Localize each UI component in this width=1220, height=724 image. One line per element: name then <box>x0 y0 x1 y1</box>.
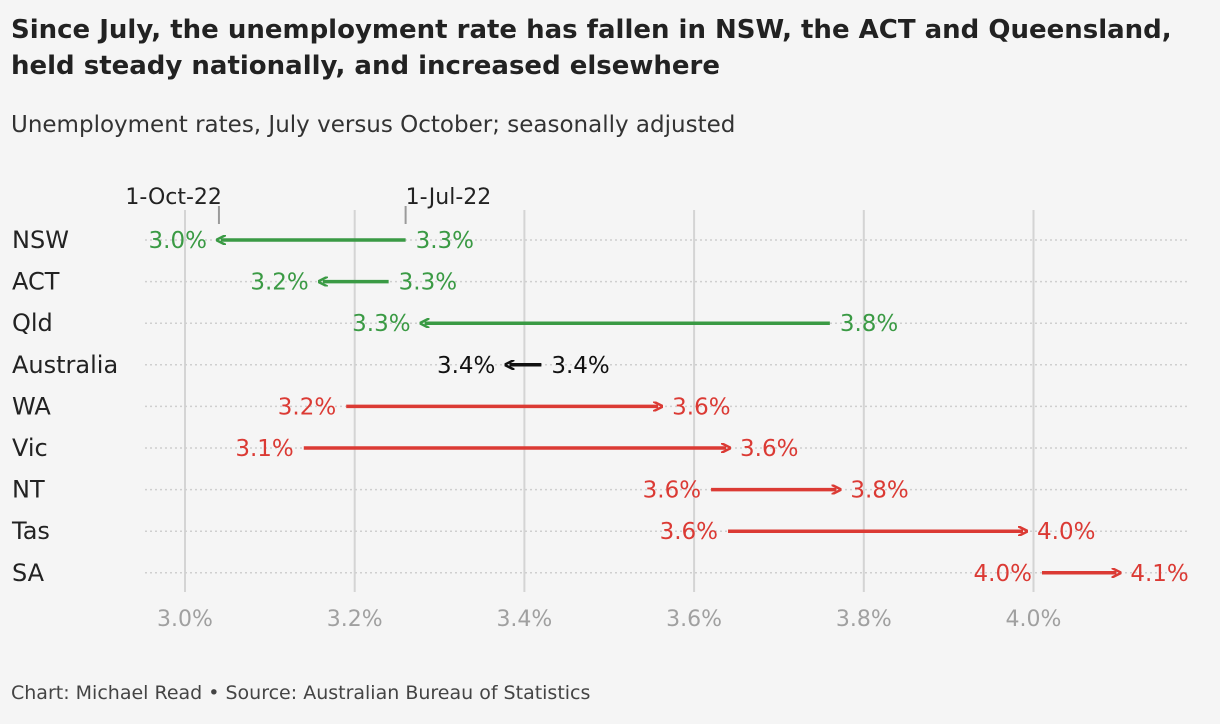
october-value-label: 3.0% <box>149 228 207 254</box>
row-act: ACT 3.3% 3.2% <box>12 268 457 296</box>
region-label: Tas <box>11 517 50 545</box>
row-nsw: NSW 3.3% 3.0% <box>12 226 474 254</box>
x-axis-ticks: 3.0% 3.2% 3.4% 3.6% 3.8% 4.0% <box>157 607 1061 632</box>
july-value-label: 3.6% <box>643 478 701 504</box>
october-value-label: 3.6% <box>672 394 730 420</box>
region-rows: NSW 3.3% 3.0% ACT 3.3% 3.2% Qld 3.8% 3.3% Austral… <box>11 226 1189 587</box>
region-label: Australia <box>12 351 118 379</box>
row-wa: WA 3.2% 3.6% <box>12 392 731 420</box>
october-value-label: 4.1% <box>1130 561 1188 587</box>
x-tick-label: 3.2% <box>327 607 383 632</box>
series-annotations: 1-Oct-22 1-Jul-22 <box>125 185 491 224</box>
october-value-label: 3.4% <box>437 353 495 379</box>
row-qld: Qld 3.8% 3.3% <box>12 309 898 337</box>
october-value-label: 4.0% <box>1037 519 1095 545</box>
july-value-label: 3.6% <box>660 519 718 545</box>
july-value-label: 4.0% <box>974 561 1032 587</box>
region-label: Vic <box>12 434 48 462</box>
october-series-label: 1-Oct-22 <box>125 185 222 210</box>
october-value-label: 3.3% <box>352 311 410 337</box>
october-value-label: 3.8% <box>850 478 908 504</box>
row-tas: Tas 3.6% 4.0% <box>11 517 1095 545</box>
x-tick-label: 4.0% <box>1006 607 1062 632</box>
chart-subtitle: Unemployment rates, July versus October;… <box>11 112 736 138</box>
july-value-label: 3.3% <box>399 270 457 296</box>
region-label: WA <box>12 392 51 420</box>
region-label: NSW <box>12 226 69 254</box>
chart-title: Since July, the unemployment rate has fa… <box>11 15 1172 81</box>
region-label: NT <box>12 476 45 504</box>
october-value-label: 3.2% <box>250 270 308 296</box>
x-tick-label: 3.4% <box>496 607 552 632</box>
july-value-label: 3.1% <box>235 436 293 462</box>
july-value-label: 3.3% <box>416 228 474 254</box>
july-series-label: 1-Jul-22 <box>406 185 492 210</box>
row-nt: NT 3.6% 3.8% <box>12 476 909 504</box>
x-tick-label: 3.8% <box>836 607 892 632</box>
october-value-label: 3.6% <box>740 436 798 462</box>
region-label: SA <box>12 559 45 587</box>
region-label: Qld <box>12 309 53 337</box>
row-australia: Australia 3.4% 3.4% <box>12 351 610 379</box>
x-tick-label: 3.0% <box>157 607 213 632</box>
july-value-label: 3.2% <box>278 394 336 420</box>
x-tick-label: 3.6% <box>666 607 722 632</box>
july-value-label: 3.4% <box>551 353 609 379</box>
row-sa: SA 4.0% 4.1% <box>12 559 1189 587</box>
grid-lines <box>184 210 1035 592</box>
chart-credit: Chart: Michael Read • Source: Australian… <box>11 682 591 704</box>
region-label: ACT <box>12 268 60 296</box>
july-value-label: 3.8% <box>840 311 898 337</box>
row-vic: Vic 3.1% 3.6% <box>12 434 798 462</box>
